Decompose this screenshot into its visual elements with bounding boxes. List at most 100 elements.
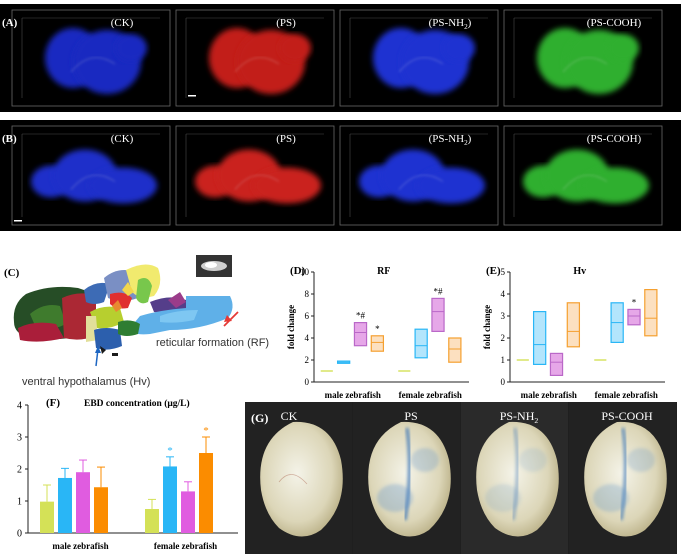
brain-photo: PS-NH2 <box>461 402 568 554</box>
box-mark <box>532 310 547 365</box>
panel-condition-label: (PS-NH2) <box>429 133 472 147</box>
y-tick-label: 4 <box>17 401 22 412</box>
brain-fluorescence <box>537 28 639 94</box>
y-tick-label: 4 <box>501 289 506 299</box>
brain-fluorescence <box>45 28 147 94</box>
brain-atlas-panel: (C) reticular formation (RF) ventral hyp… <box>4 255 269 388</box>
panel-condition-label: (PS-COOH) <box>587 133 642 145</box>
x-category-label: female zebrafish <box>154 541 217 551</box>
render-box <box>503 9 663 107</box>
bar-mark <box>181 491 195 533</box>
panel-c-label: (C) <box>4 267 20 279</box>
y-tick-label: 2 <box>501 333 506 343</box>
brain-fluorescence <box>359 149 485 204</box>
box-mark <box>353 321 368 347</box>
y-tick-label: 2 <box>17 465 22 476</box>
photo-condition-label: PS-NH2 <box>500 409 539 425</box>
fluorescence-panel: (PS-NH2) <box>339 9 499 107</box>
brain-fluorescence <box>195 149 321 204</box>
y-tick-label: 0 <box>501 377 506 387</box>
fluorescence-panel: (PS-NH2) <box>339 125 499 226</box>
y-tick-label: 5 <box>501 267 506 277</box>
render-box <box>339 9 499 107</box>
render-box <box>175 9 335 107</box>
bar-mark <box>163 466 177 533</box>
panel-condition-label: (CK) <box>111 17 134 29</box>
significance-mark: * <box>203 425 209 437</box>
panel-condition-label: (CK) <box>111 133 134 145</box>
render-box <box>339 125 499 226</box>
fluorescence-panel: (CK) <box>11 125 171 226</box>
bar-mark <box>94 487 108 533</box>
panel-condition-label: (PS-NH2) <box>429 17 472 31</box>
significance-mark: *# <box>434 286 444 296</box>
y-tick-label: 3 <box>501 311 506 321</box>
x-category-label: male zebrafish <box>521 390 577 400</box>
fluorescence-panel: (CK) <box>11 9 171 107</box>
hv-fold-change-chart: (E) Hv fold change 0 1 2 3 4 5 male zebrafish fema… <box>482 265 665 400</box>
significance-mark: * <box>632 297 637 307</box>
significance-mark: * <box>167 445 173 457</box>
brain-photo: PS <box>353 402 460 554</box>
y-tick-label: 6 <box>305 311 310 321</box>
bar-mark <box>145 509 159 533</box>
render-box <box>503 125 663 226</box>
panel-label: (E) <box>486 265 501 277</box>
x-category-label: male zebrafish <box>325 390 381 400</box>
panel-condition-label: (PS) <box>276 133 296 145</box>
box-mark <box>431 297 445 333</box>
row-a-label: (A) <box>2 17 18 29</box>
panel-g-label: (G) <box>251 411 268 425</box>
box-mark <box>414 328 428 359</box>
chart-title: RF <box>377 266 390 277</box>
significance-mark: *# <box>356 311 366 321</box>
scale-bar <box>188 95 196 97</box>
rf-arrow <box>223 311 239 327</box>
fluorescence-panel: (PS-COOH) <box>503 125 663 226</box>
render-box <box>175 125 335 226</box>
hv-label: ventral hypothalamus (Hv) <box>22 376 150 388</box>
rf-fold-change-chart: (D) RF fold change 0 2 4 6 8 10 male zebrafish *# *… <box>286 265 469 400</box>
ebd-concentration-chart: (F) EBD concentration (μg/L) 0 1 2 3 4 male zeb… <box>17 397 238 551</box>
photo-condition-label: PS-COOH <box>601 409 653 423</box>
photo-condition-label: PS <box>404 409 417 423</box>
brain-photos-panel: CK PS PS-NH2 PS-COOH (G) <box>245 402 677 554</box>
dye-stain <box>511 427 520 521</box>
box-mark <box>627 308 641 326</box>
dye-stain <box>403 427 412 521</box>
x-category-label: male zebrafish <box>52 541 108 551</box>
x-category-label: female zebrafish <box>399 390 462 400</box>
render-box <box>11 125 171 226</box>
chart-title: EBD concentration (μg/L) <box>84 398 190 409</box>
row-b-label: (B) <box>2 133 17 145</box>
bar-mark <box>58 477 72 533</box>
y-tick-label: 1 <box>17 497 22 508</box>
brain-photo: PS-COOH <box>569 402 676 554</box>
y-axis-label: fold change <box>286 305 296 349</box>
fluorescence-figure: (CK) (PS) (PS-NH2) (PS-COOH) (A) (CK) (PS) (PS… <box>0 0 681 235</box>
bar-mark <box>76 472 90 533</box>
brain-fluorescence <box>31 149 157 204</box>
chart-title: Hv <box>573 266 586 277</box>
brain-tissue <box>260 421 343 537</box>
y-tick-label: 4 <box>305 333 310 343</box>
brain-thumbnail <box>196 255 232 277</box>
box-mark <box>549 352 564 377</box>
photo-condition-label: CK <box>281 409 298 423</box>
y-tick-label: 2 <box>305 355 310 365</box>
y-axis-label: fold change <box>482 305 492 349</box>
brain-fluorescence <box>209 28 311 94</box>
panel-condition-label: (PS) <box>276 17 296 29</box>
box-mark <box>448 337 462 363</box>
panel-label: (D) <box>290 265 306 277</box>
atlas-diagram <box>13 264 233 356</box>
dye-stain <box>619 427 628 521</box>
box-mark <box>566 302 581 348</box>
bar-mark <box>199 453 213 533</box>
box-mark <box>644 289 658 337</box>
brain-fluorescence <box>373 28 475 94</box>
rf-label: reticular formation (RF) <box>156 337 269 349</box>
y-tick-label: 0 <box>17 529 22 540</box>
y-tick-label: 0 <box>305 377 310 387</box>
scale-bar <box>14 220 22 222</box>
